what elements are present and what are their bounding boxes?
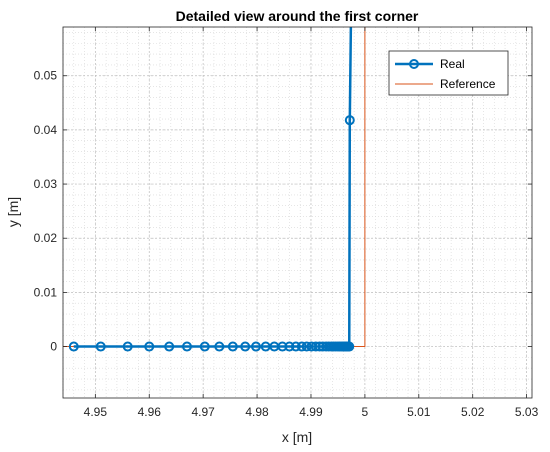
series-real-point xyxy=(95,341,106,352)
x-tick-label: 4.95 xyxy=(84,405,108,419)
series-real-point xyxy=(122,341,133,352)
series-real-point xyxy=(181,341,192,352)
y-tick-label: 0.03 xyxy=(34,177,58,191)
legend-real-label: Real xyxy=(440,57,465,71)
series-real-point xyxy=(290,341,301,352)
y-tick-label: 0.01 xyxy=(34,285,58,299)
series-real-point xyxy=(214,341,225,352)
plot-frame xyxy=(62,26,533,399)
series-real-point xyxy=(164,341,175,352)
series-real-point xyxy=(301,341,312,352)
y-tick-label: 0.04 xyxy=(34,123,58,137)
y-tick-label: 0.02 xyxy=(34,231,58,245)
series-real-point xyxy=(227,341,238,352)
series-real-point xyxy=(296,341,307,352)
series-real-point xyxy=(250,341,261,352)
y-axis-label: y [m] xyxy=(5,197,21,227)
series-real-point xyxy=(240,341,251,352)
series-real-point xyxy=(344,115,355,126)
series-real-point xyxy=(344,341,355,352)
series-real-point xyxy=(144,341,155,352)
series-real-point xyxy=(199,341,210,352)
x-tick-label: 5.02 xyxy=(461,405,485,419)
series-real-point xyxy=(314,341,325,352)
chart-title: Detailed view around the first corner xyxy=(176,8,419,24)
axis-ticks: 4.95 4.96 4.97 4.98 4.99 5 5.01 5.02 5.03 0 0.01 0.… xyxy=(34,27,539,419)
legend-reference-label: Reference xyxy=(440,77,496,91)
y-tick-label: 0.05 xyxy=(34,69,58,83)
legend-box xyxy=(388,50,509,96)
legend: Real Reference xyxy=(388,50,509,96)
x-axis-label: x [m] xyxy=(282,429,312,445)
x-tick-label: 4.99 xyxy=(299,405,323,419)
x-tick-label: 5.03 xyxy=(515,405,539,419)
series-real-point xyxy=(68,341,79,352)
y-tick-label: 0 xyxy=(50,340,57,354)
x-tick-label: 4.96 xyxy=(138,405,162,419)
x-tick-label: 4.98 xyxy=(245,405,269,419)
series-real-point xyxy=(284,341,295,352)
x-tick-label: 5.01 xyxy=(407,405,431,419)
legend-real-marker xyxy=(409,59,419,69)
x-tick-label: 5 xyxy=(362,405,369,419)
x-tick-label: 4.97 xyxy=(191,405,215,419)
series-layer xyxy=(63,26,366,352)
